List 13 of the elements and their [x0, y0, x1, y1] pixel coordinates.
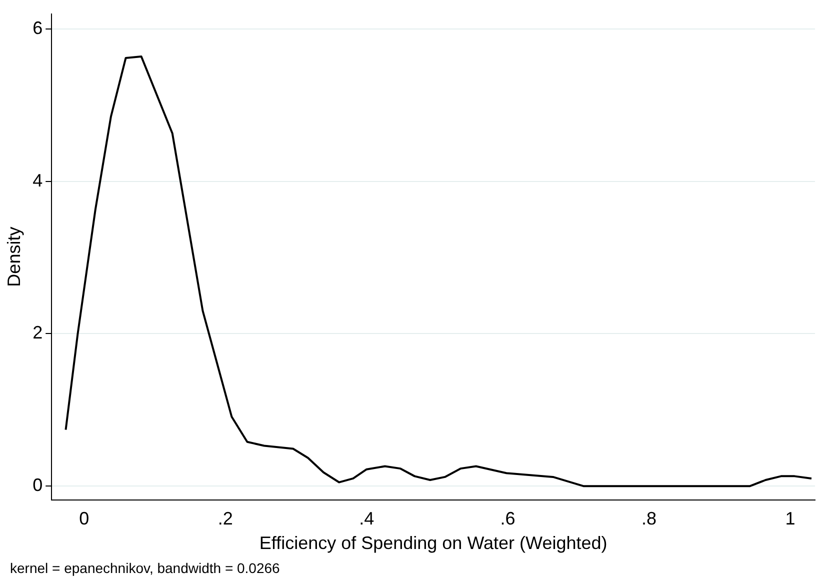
x-tick-label: .6 — [500, 508, 516, 529]
y-tick-label: 4 — [32, 170, 43, 190]
x-tick-label: 0 — [79, 508, 90, 529]
x-tick-label: 1 — [785, 508, 796, 529]
x-tick-label: .4 — [359, 508, 374, 529]
x-tick-label: .2 — [218, 508, 233, 529]
y-tick-label: 2 — [32, 322, 43, 343]
x-tick-label: .8 — [642, 508, 657, 529]
x-axis-title: Efficiency of Spending on Water (Weighted) — [259, 533, 608, 554]
y-tick-label: 0 — [32, 475, 43, 496]
y-tick-label: 6 — [32, 18, 43, 38]
text: kernel = epanechnikov, bandwidth = 0.0266 — [10, 560, 280, 576]
y-axis-title: Density — [4, 226, 24, 287]
